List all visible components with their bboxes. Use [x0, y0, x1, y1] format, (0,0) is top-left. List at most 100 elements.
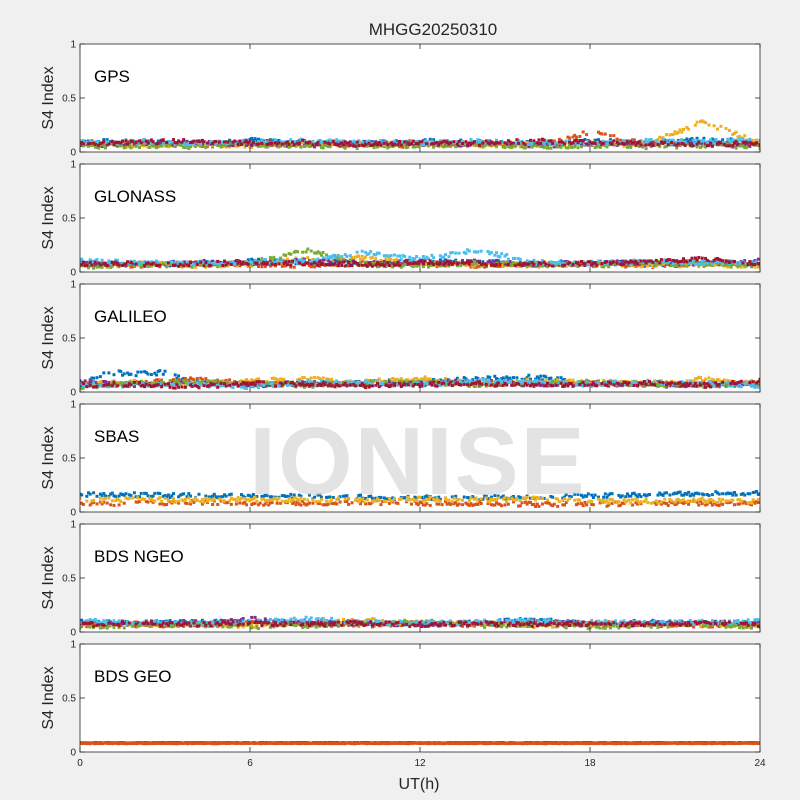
data-point: [132, 385, 136, 388]
data-point: [554, 379, 558, 383]
data-point: [581, 143, 585, 147]
data-point: [420, 377, 424, 381]
data-point: [183, 260, 187, 264]
data-point: [704, 263, 708, 267]
data-point: [308, 382, 311, 386]
data-point: [608, 262, 612, 265]
data-point: [313, 265, 317, 269]
data-point: [379, 139, 383, 143]
data-point: [204, 377, 208, 381]
data-point: [183, 264, 187, 268]
data-point: [163, 261, 167, 265]
data-point: [619, 380, 623, 384]
data-point: [602, 263, 606, 267]
data-point: [318, 264, 322, 268]
data-point: [190, 377, 194, 381]
data-point: [325, 253, 328, 257]
data-point: [637, 142, 641, 146]
data-point: [97, 143, 101, 147]
data-point: [296, 378, 300, 382]
data-point: [591, 261, 595, 265]
data-point: [408, 383, 412, 387]
data-point: [444, 383, 447, 387]
data-point: [156, 260, 160, 264]
data-point: [107, 263, 111, 267]
data-point: [353, 260, 357, 264]
data-point: [495, 141, 498, 145]
data-point: [119, 262, 123, 266]
data-point: [343, 383, 347, 387]
data-point: [393, 263, 396, 267]
data-point: [627, 139, 631, 143]
data-point: [180, 380, 184, 383]
data-point: [462, 250, 466, 254]
data-point: [488, 375, 492, 379]
data-point: [343, 140, 347, 144]
data-point: [712, 124, 716, 128]
data-point: [87, 385, 90, 388]
data-point: [445, 260, 449, 263]
data-point: [115, 260, 119, 264]
data-point: [326, 141, 330, 145]
data-point: [330, 263, 334, 266]
data-point: [333, 262, 337, 266]
data-point: [695, 120, 699, 124]
data-point: [263, 384, 267, 388]
data-point: [267, 260, 271, 264]
data-point: [132, 264, 136, 268]
data-point: [510, 146, 514, 149]
data-point: [665, 385, 668, 389]
data-point: [444, 144, 447, 148]
data-point: [743, 140, 747, 144]
data-point: [529, 138, 532, 142]
data-point: [182, 264, 186, 268]
data-point: [81, 263, 85, 267]
data-point: [547, 146, 551, 150]
data-point: [478, 265, 481, 269]
data-point: [398, 145, 402, 149]
data-point: [580, 262, 583, 266]
data-point: [272, 138, 276, 142]
data-point: [581, 260, 585, 264]
data-point: [481, 382, 485, 386]
data-point: [126, 371, 130, 375]
data-point: [224, 263, 228, 267]
data-point: [119, 381, 123, 385]
data-point: [454, 145, 458, 149]
data-point: [149, 373, 153, 377]
data-point: [668, 263, 672, 267]
data-point: [678, 384, 682, 388]
data-point: [410, 142, 413, 146]
data-point: [636, 262, 640, 266]
data-point: [568, 378, 572, 382]
data-point: [299, 145, 303, 149]
data-point: [323, 381, 327, 385]
data-point: [92, 259, 96, 263]
data-point: [282, 253, 286, 257]
data-point: [449, 251, 453, 255]
data-point: [173, 263, 177, 267]
data-point: [160, 260, 164, 264]
data-point: [692, 138, 696, 142]
data-point: [517, 141, 521, 145]
data-point: [362, 144, 366, 148]
data-point: [462, 379, 466, 383]
data-point: [109, 140, 113, 144]
data-point: [716, 378, 719, 382]
data-point: [632, 262, 636, 266]
data-point: [272, 140, 276, 144]
data-point: [496, 254, 500, 258]
data-point: [549, 139, 553, 143]
data-point: [654, 261, 658, 264]
data-point: [729, 265, 733, 269]
data-point: [313, 258, 317, 262]
data-point: [602, 143, 606, 147]
data-point: [430, 253, 434, 257]
data-point: [331, 258, 335, 262]
data-point: [353, 140, 357, 144]
data-point: [107, 381, 111, 385]
data-point: [559, 376, 563, 380]
data-point: [376, 262, 379, 265]
data-point: [656, 261, 660, 265]
data-point: [408, 143, 412, 146]
